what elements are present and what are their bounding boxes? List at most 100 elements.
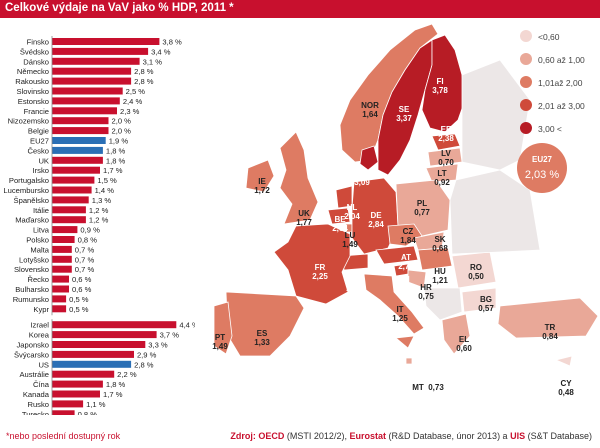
tick-label: Nizozemsko	[8, 117, 49, 126]
map-value-IT: 1,25	[392, 314, 408, 323]
map-value-CZ: 1,84	[400, 236, 416, 245]
legend-label-2: 1,01až 2,00	[538, 78, 583, 88]
tick-label: Slovensko	[14, 265, 49, 274]
bar	[52, 305, 67, 313]
bar	[52, 410, 75, 415]
tick-label: Litva	[33, 226, 50, 235]
map-value-DK: 3,09	[354, 178, 370, 187]
eu27-badge-circle	[517, 143, 567, 193]
map-value-EE: 2,38	[438, 134, 454, 143]
country-shape-EL	[441, 313, 471, 355]
bar	[52, 176, 95, 184]
tick-label: Dánsko	[23, 57, 49, 66]
bar	[52, 350, 134, 358]
map-code-PT: PT	[215, 333, 225, 342]
map-value-AT: 2,75	[398, 262, 414, 271]
bar	[52, 47, 149, 55]
legend-label-1: 0,60 až 1,00	[538, 55, 585, 65]
legend-swatch-2	[520, 76, 532, 88]
data-label: 1,8 %	[106, 146, 126, 155]
tick-label: Japonsko	[16, 341, 49, 350]
map-value-TR: 0,84	[542, 332, 558, 341]
country-shape-DK	[359, 145, 379, 171]
data-label: 1,2 %	[89, 216, 109, 225]
data-label: 1,4 %	[95, 186, 115, 195]
map-code-UK: UK	[298, 209, 310, 218]
data-label: 3,8 %	[162, 38, 182, 47]
source-eurostat-detail: (R&D Database, únor 2013) a	[388, 431, 508, 441]
tick-label: Rusko	[27, 400, 49, 409]
map-value-IE: 1,72	[254, 186, 270, 195]
map-code-SI: SI	[402, 275, 410, 284]
country-shape-SE	[377, 39, 433, 176]
bar	[52, 146, 103, 154]
tick-label: Německo	[17, 67, 49, 76]
tick-label: Slovinsko	[17, 87, 50, 96]
bar	[52, 196, 89, 204]
map-code-RO: RO	[470, 263, 482, 272]
title-bar: Celkové výdaje na VaV jako % HDP, 2011 *	[0, 0, 600, 18]
bar	[52, 186, 92, 194]
map-value-EL: 0,60	[456, 344, 472, 353]
map-code-BE: BE	[334, 215, 346, 224]
tick-label: Rumunsko	[13, 295, 49, 304]
data-label: 0,8 %	[78, 236, 98, 245]
tick-label: Belgie	[28, 127, 49, 136]
data-label: 2,8 %	[134, 360, 154, 369]
map-value-RO: 0,50	[468, 272, 484, 281]
data-label: 2,4 %	[123, 97, 143, 106]
map-code-NL: NL	[347, 203, 358, 212]
data-label: 1,8 %	[106, 380, 126, 389]
map-value-PT: 1,49	[212, 342, 228, 351]
eu27-badge-value: 2,03 %	[525, 169, 559, 181]
map-value-BG: 0,57	[478, 304, 494, 313]
map-value-NOR: 1,64	[362, 110, 378, 119]
map-value-NL: 2,04	[344, 212, 360, 221]
tick-label: Rakousko	[15, 77, 49, 86]
country-shape-CZ	[387, 223, 423, 247]
bar	[52, 216, 86, 224]
tick-label: Švédsko	[20, 47, 49, 56]
map-code-HR: HR	[420, 283, 432, 292]
tick-label: Lucembursko	[3, 186, 49, 195]
data-label: 0,9 %	[80, 226, 100, 235]
bar	[52, 107, 117, 115]
legend-swatch-0	[520, 30, 532, 42]
map-code-LU: LU	[345, 231, 356, 240]
map-value-SI: 2,47	[398, 284, 414, 293]
map-code-IE: IE	[258, 177, 266, 186]
data-label: 2,8 %	[134, 67, 154, 76]
map-value-SE: 3,37	[396, 114, 412, 123]
source-uis-detail: (S&T Database)	[527, 431, 592, 441]
map-labels: FI3,78SE3,37NOR1,64EE2,38LV0,70LT0,92DK3…	[212, 77, 574, 397]
eu27-badge: EU27 2,03 %	[517, 143, 567, 193]
map-value-DE: 2,84	[368, 220, 384, 229]
country-shape-russia	[461, 59, 531, 171]
tick-label: Francie	[24, 107, 49, 116]
tick-label: Česko	[27, 146, 49, 155]
bar	[52, 360, 132, 368]
bar	[52, 236, 75, 243]
tick-label: Korea	[29, 331, 50, 340]
source-oecd: OECD	[258, 431, 285, 441]
map-value-LT: 0,92	[434, 178, 450, 187]
data-label: 1,5 %	[97, 176, 117, 185]
map-value-LV: 0,70	[438, 158, 454, 167]
source-oecd-detail: (MSTI 2012/2),	[286, 431, 347, 441]
map-value-BE: 2,04	[332, 224, 348, 233]
map-value-LU: 1,49	[342, 240, 358, 249]
map-code-PL: PL	[417, 199, 427, 208]
bar	[52, 206, 86, 214]
map-value-HR: 0,75	[418, 292, 434, 301]
legend-swatch-3	[520, 99, 532, 111]
map-code-EL: EL	[459, 335, 469, 344]
data-label: 1,1 %	[86, 400, 106, 409]
bar	[52, 295, 67, 303]
data-label: 1,9 %	[109, 137, 129, 146]
tick-label: Bulharsko	[15, 285, 49, 294]
data-label: 2,8 %	[134, 77, 154, 86]
data-label: 2,9 %	[137, 350, 157, 359]
data-label: 0,8 %	[78, 410, 98, 415]
country-shape-EE	[431, 133, 461, 151]
map-value-CY: 0,48	[558, 388, 574, 397]
